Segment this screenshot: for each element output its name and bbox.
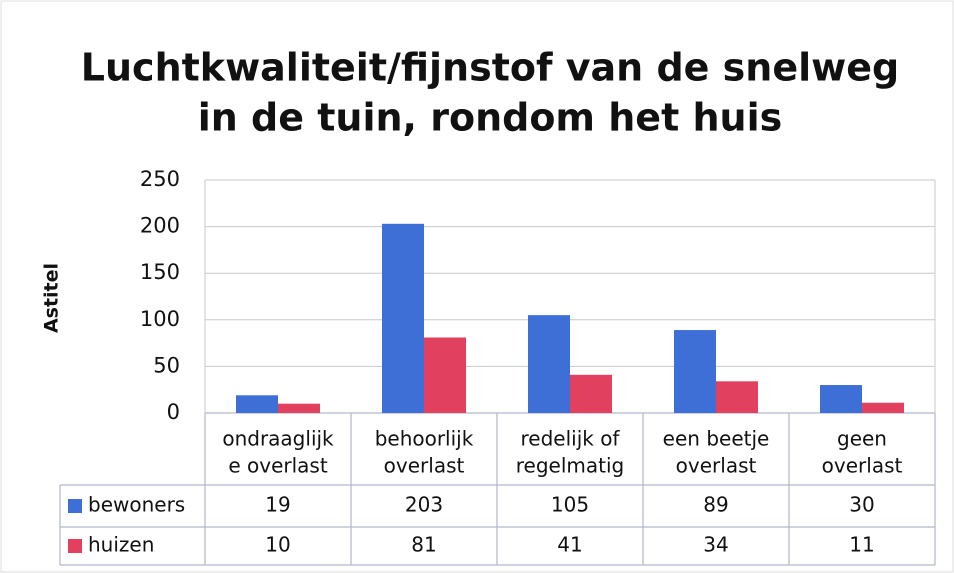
y-tick-label: 150 <box>140 260 180 284</box>
table-value: 11 <box>849 533 874 557</box>
table-value: 203 <box>405 493 443 517</box>
x-tick-label: overlast <box>676 454 757 478</box>
table-value: 41 <box>557 533 582 557</box>
bar <box>862 402 904 413</box>
x-tick-label: regelmatig <box>516 454 624 478</box>
bar <box>820 385 862 413</box>
table-value: 10 <box>265 533 290 557</box>
chart-title: in de tuin, rondom het huis <box>198 96 782 140</box>
x-tick-label: e overlast <box>228 454 327 478</box>
x-tick-label: een beetje <box>663 427 770 451</box>
legend-label: huizen <box>88 533 154 557</box>
bar <box>716 381 758 413</box>
table-value: 34 <box>703 533 728 557</box>
table-value: 30 <box>849 493 874 517</box>
x-tick-label: ondraaglijk <box>222 427 334 451</box>
y-tick-label: 100 <box>140 307 180 331</box>
y-tick-label: 200 <box>140 214 180 238</box>
legend-label: bewoners <box>88 493 185 517</box>
legend-swatch <box>68 539 82 553</box>
y-tick-label: 0 <box>167 400 180 424</box>
x-tick-label: overlast <box>822 454 903 478</box>
chart-title: Luchtkwaliteit/fijnstof van de snelweg <box>81 46 899 90</box>
bar <box>424 337 466 413</box>
bar <box>236 395 278 413</box>
x-tick-label: geen <box>837 427 887 451</box>
y-axis-label: Astitel <box>41 263 63 333</box>
legend-swatch <box>68 499 82 513</box>
bar <box>674 330 716 413</box>
table-value: 81 <box>411 533 436 557</box>
y-tick-label: 50 <box>153 353 180 377</box>
table-value: 89 <box>703 493 728 517</box>
bar <box>382 223 424 413</box>
x-tick-label: redelijk of <box>521 427 621 451</box>
y-tick-label: 250 <box>140 167 180 191</box>
bar <box>278 403 320 413</box>
table-value: 19 <box>265 493 290 517</box>
x-tick-label: behoorlijk <box>375 427 474 451</box>
bar <box>570 374 612 413</box>
bar <box>528 315 570 413</box>
x-tick-label: overlast <box>384 454 465 478</box>
table-value: 105 <box>551 493 589 517</box>
